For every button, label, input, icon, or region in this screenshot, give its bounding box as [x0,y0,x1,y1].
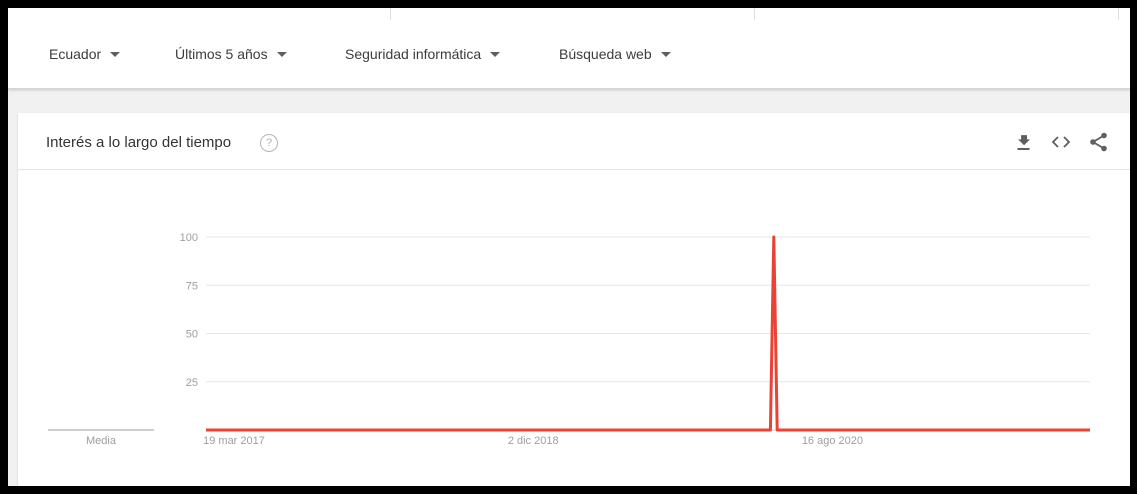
filter-category-label: Seguridad informática [345,46,482,62]
caret-down-icon [490,52,501,57]
chart-area: 25 50 75 100 Media 19 mar 2017 2 dic 2018 16 ag… [18,169,1130,486]
filter-category-dropdown[interactable]: Seguridad informática [345,46,501,62]
filter-search-type-dropdown[interactable]: Búsqueda web [559,46,671,62]
y-tick-label: 75 [186,280,198,292]
divider [754,8,755,20]
caret-down-icon [276,52,287,57]
interest-over-time-card: Interés a lo largo del tiempo ? [18,113,1130,486]
card-header: Interés a lo largo del tiempo ? [18,113,1130,170]
x-tick-label: 19 mar 2017 [203,435,265,447]
x-tick-label: 2 dic 2018 [508,435,559,447]
y-tick-label: 100 [180,232,198,244]
filter-bar: Ecuador Últimos 5 años Seguridad informá… [8,8,1130,89]
divider [1118,8,1119,20]
average-label: Media [86,435,117,447]
series-line [206,235,1090,432]
interest-line-chart: 25 50 75 100 Media 19 mar 2017 2 dic 2018 16 ag… [48,232,1090,447]
filter-region-dropdown[interactable]: Ecuador [49,46,121,62]
x-tick-label: 16 ago 2020 [802,435,863,447]
y-tick-label: 50 [186,329,198,341]
filter-search-type-label: Búsqueda web [559,46,652,62]
embed-code-icon[interactable] [1050,131,1072,153]
filter-time-range-dropdown[interactable]: Últimos 5 años [175,46,287,62]
help-circle-icon[interactable]: ? [260,134,278,152]
divider [390,8,391,20]
filter-region-label: Ecuador [49,46,102,62]
caret-down-icon [110,52,121,57]
share-icon[interactable] [1088,131,1110,153]
caret-down-icon [660,52,671,57]
y-tick-label: 25 [186,377,198,389]
download-icon[interactable] [1013,131,1035,153]
app-frame: Ecuador Últimos 5 años Seguridad informá… [8,8,1130,486]
filter-time-range-label: Últimos 5 años [175,46,268,62]
card-title: Interés a lo largo del tiempo [46,134,232,151]
